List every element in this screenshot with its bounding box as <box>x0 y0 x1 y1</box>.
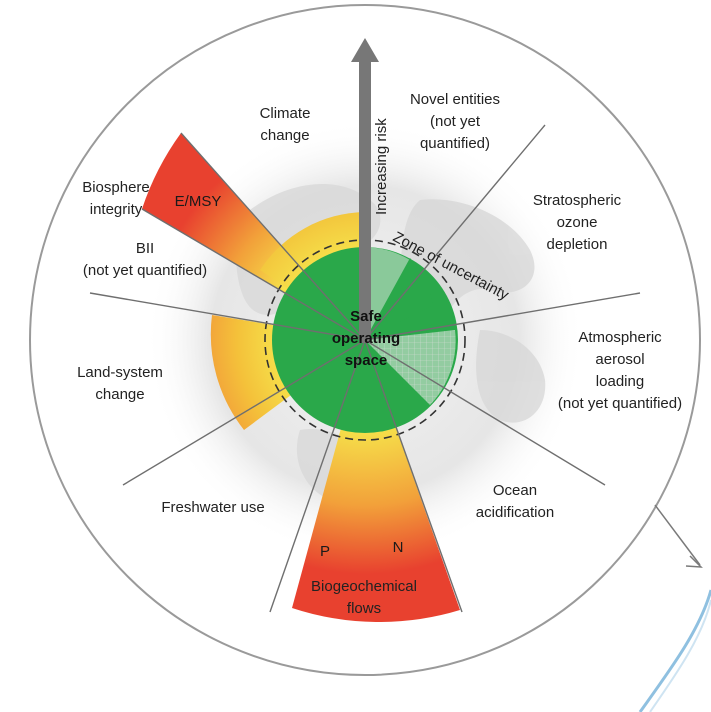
label-bii-line: (not yet quantified) <box>83 262 207 279</box>
label-freshwater: Freshwater use <box>161 499 264 516</box>
label-land-line: change <box>95 386 144 403</box>
increasing-risk-arrow <box>351 38 379 343</box>
label-aerosol-line: aerosol <box>595 351 644 368</box>
label-novel-line: quantified) <box>420 135 490 152</box>
label-biogeo: Biogeochemical flows <box>311 578 417 617</box>
label-aerosol-line: Atmospheric <box>578 329 662 346</box>
label-freshwater-line: Freshwater use <box>161 499 264 516</box>
increasing-risk-label: Increasing risk <box>373 118 390 215</box>
sector-novel-entities-fill <box>365 247 410 340</box>
label-climate-line: Climate <box>260 105 311 122</box>
label-climate: Climate change <box>260 105 311 144</box>
label-ocean-line: Ocean <box>493 482 537 499</box>
label-land: Land-system change <box>77 364 163 403</box>
label-biogeo-line: Biogeochemical <box>311 578 417 595</box>
decorative-blue-curve-inner <box>649 599 711 712</box>
safe-operating-space-label-line: operating <box>332 330 400 347</box>
label-ozone-line: depletion <box>547 236 608 253</box>
label-bii-line: BII <box>136 240 154 257</box>
label-biogeo-line: flows <box>347 600 381 617</box>
label-aerosol-line: (not yet quantified) <box>558 395 682 412</box>
label-ozone-line: Stratospheric <box>533 192 622 209</box>
label-bii: BII (not yet quantified) <box>83 240 207 279</box>
label-aerosol: Atmospheric aerosol loading (not yet quanti… <box>558 329 682 412</box>
wedge-biogeochemical-flows <box>292 340 460 623</box>
label-biosphere: Biosphere integrity <box>82 179 150 218</box>
label-novel-line: (not yet <box>430 113 481 130</box>
safe-operating-space-label-line: space <box>345 352 388 369</box>
arrow-up-icon <box>351 38 379 62</box>
pointer-arrow-icon <box>654 504 701 566</box>
label-ocean: Ocean acidification <box>476 482 554 521</box>
wedge-tag-n: N <box>393 539 404 556</box>
label-novel-line: Novel entities <box>410 91 500 108</box>
pointer-arrowhead-icon <box>685 555 703 568</box>
outer-boundary-circle <box>29 4 701 676</box>
safe-operating-space-label: Safe operating space <box>332 308 400 369</box>
label-land-line: Land-system <box>77 364 163 381</box>
label-aerosol-line: loading <box>596 373 644 390</box>
wedge-tag-emsy: E/MSY <box>175 193 222 210</box>
label-ozone: Stratospheric ozone depletion <box>533 192 622 253</box>
label-ozone-line: ozone <box>557 214 598 231</box>
label-novel: Novel entities (not yet quantified) <box>410 91 500 152</box>
label-biosphere-line: Biosphere <box>82 179 150 196</box>
label-biosphere-line: integrity <box>90 201 143 218</box>
decorative-blue-curve <box>638 589 711 712</box>
label-ocean-line: acidification <box>476 504 554 521</box>
label-climate-line: change <box>260 127 309 144</box>
safe-operating-space-label-line: Safe <box>350 308 382 325</box>
wedge-tag-p: P <box>320 543 330 560</box>
